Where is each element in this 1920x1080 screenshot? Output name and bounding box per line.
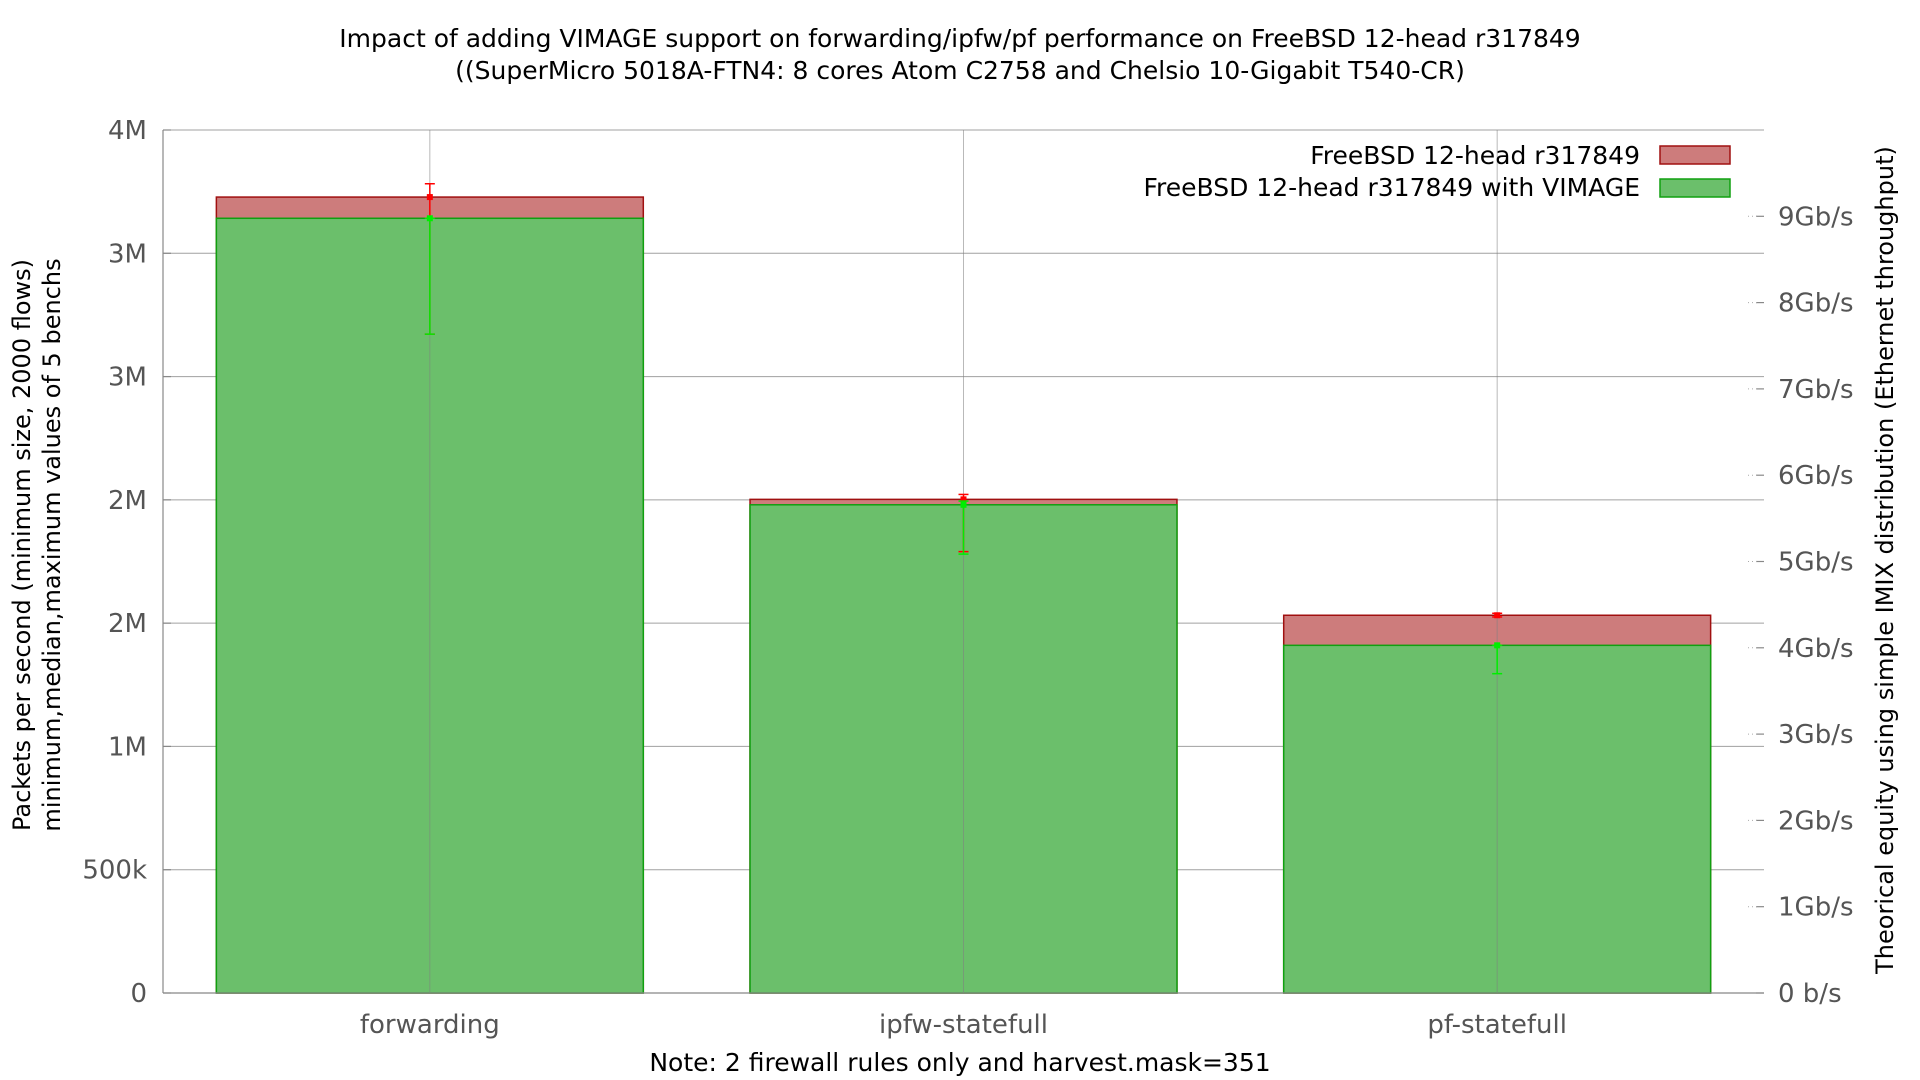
median-marker bbox=[960, 496, 967, 503]
x-tick-label-forwarding: forwarding bbox=[360, 1010, 500, 1040]
y-tick-label: 2M bbox=[108, 609, 147, 639]
y2-axis-label: Theorical equity using simple IMIX distr… bbox=[1871, 146, 1899, 975]
chart-title: Impact of adding VIMAGE support on forwa… bbox=[339, 24, 1580, 53]
x-tick-labels: forwarding ipfw-statefull pf-statefull bbox=[360, 1010, 1567, 1040]
y2-tick-label: 4Gb/s bbox=[1778, 634, 1854, 664]
chart-subtitle: ((SuperMicro 5018A-FTN4: 8 cores Atom C2… bbox=[455, 56, 1465, 85]
y-tick-label: 1M bbox=[108, 732, 147, 762]
y2-tick-labels: 0 b/s 1Gb/s 2Gb/s 3Gb/s 4Gb/s 5Gb/s 6Gb/s 7Gb/s… bbox=[1778, 202, 1854, 1009]
y2-tick-label: 8Gb/s bbox=[1778, 289, 1854, 319]
error-bars bbox=[424, 183, 1503, 675]
y2-tick-label: 6Gb/s bbox=[1778, 461, 1854, 491]
y-tick-label: 0 bbox=[130, 979, 147, 1009]
y2-tick-label: 2Gb/s bbox=[1778, 806, 1854, 836]
median-marker bbox=[426, 194, 433, 201]
median-marker bbox=[426, 215, 433, 222]
y-tick-label: 3M bbox=[108, 239, 147, 269]
x-tick-label-ipfw-statefull: ipfw-statefull bbox=[879, 1010, 1048, 1040]
y2-tick-label: 0 b/s bbox=[1778, 979, 1842, 1009]
y-axis-label-line2: minimum,median,maximum values of 5 bench… bbox=[38, 258, 66, 831]
median-marker bbox=[960, 501, 967, 508]
x-tick-label-pf-statefull: pf-statefull bbox=[1427, 1010, 1567, 1040]
y-axis-label-line1: Packets per second (minimum size, 2000 f… bbox=[8, 259, 36, 831]
legend-swatch-series-1 bbox=[1659, 145, 1731, 165]
legend: FreeBSD 12-head r317849 FreeBSD 12-head … bbox=[1143, 141, 1731, 202]
y-tick-label: 500k bbox=[82, 856, 147, 886]
y2-tick-label: 7Gb/s bbox=[1778, 375, 1854, 405]
y2-tick-label: 1Gb/s bbox=[1778, 893, 1854, 923]
legend-label-series-2: FreeBSD 12-head r317849 with VIMAGE bbox=[1143, 173, 1640, 202]
legend-label-series-1: FreeBSD 12-head r317849 bbox=[1310, 141, 1640, 170]
median-marker bbox=[1494, 642, 1501, 649]
y-tick-label: 3M bbox=[108, 363, 147, 393]
axes bbox=[162, 129, 1764, 994]
y-tick-labels: 0 500k 1M 2M 2M 3M 3M 4M bbox=[82, 116, 147, 1009]
legend-swatch-series-2 bbox=[1659, 178, 1731, 198]
x-axis-label: Note: 2 firewall rules only and harvest.… bbox=[649, 1048, 1270, 1077]
y2-tick-label: 5Gb/s bbox=[1778, 548, 1854, 578]
y-tick-label: 4M bbox=[108, 116, 147, 146]
y-tick-label: 2M bbox=[108, 486, 147, 516]
y2-tick-label: 9Gb/s bbox=[1778, 202, 1854, 232]
median-marker bbox=[1494, 612, 1501, 619]
y2-tick-label: 3Gb/s bbox=[1778, 720, 1854, 750]
